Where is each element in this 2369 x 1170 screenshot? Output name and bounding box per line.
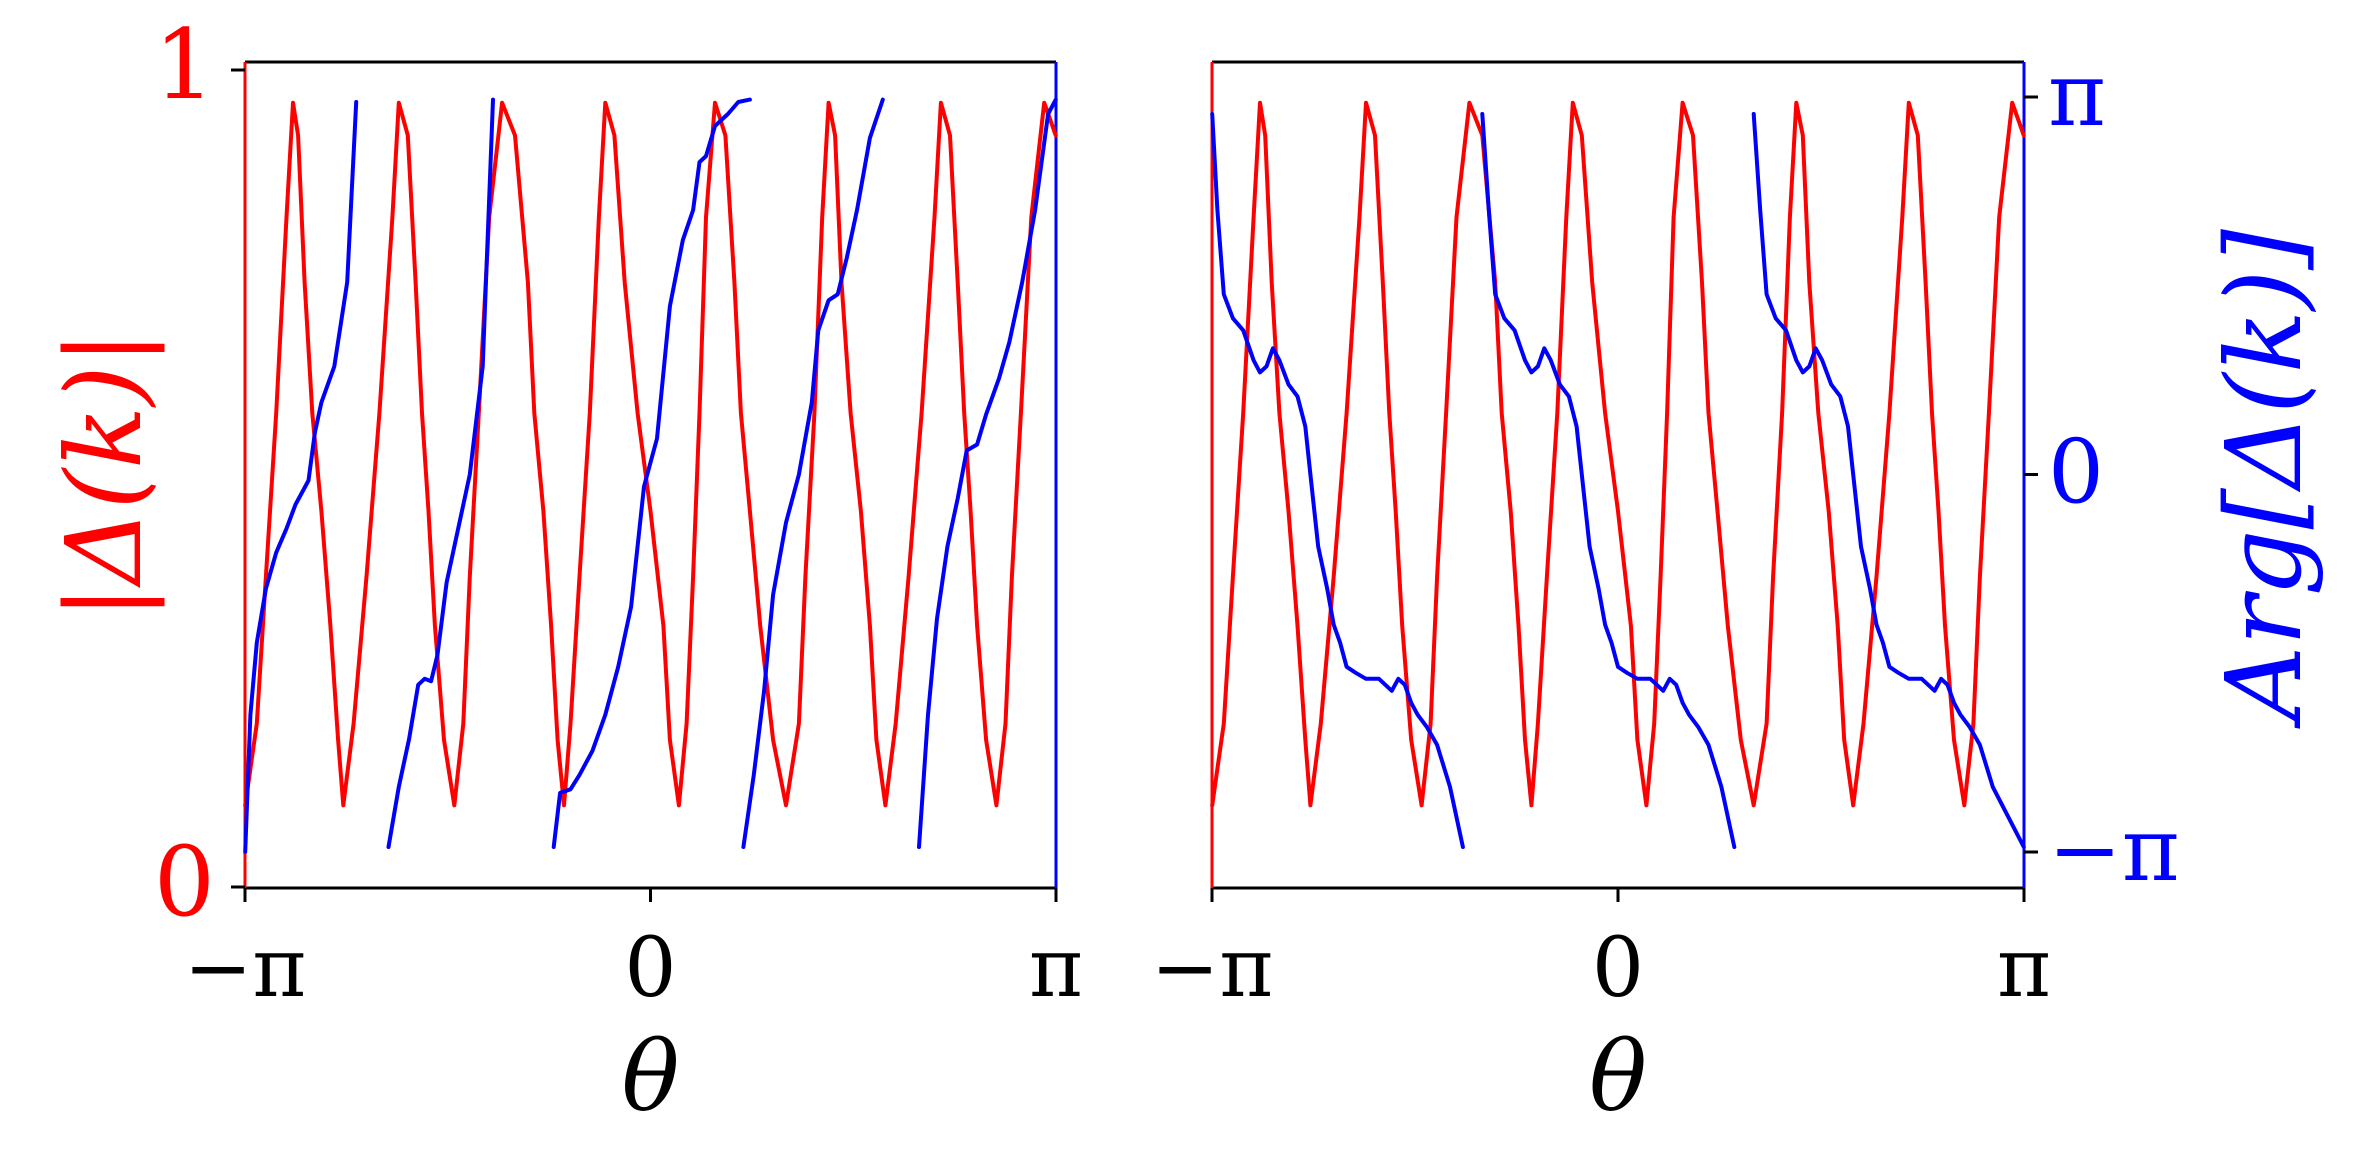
phase-line-segment bbox=[1480, 112, 1737, 849]
y-right-axis-label: Arg[Δ(k)] bbox=[2203, 229, 2325, 729]
x-tick-label: −π bbox=[184, 921, 307, 1016]
magnitude-line bbox=[1210, 100, 2026, 808]
x-tick-label: 0 bbox=[624, 921, 676, 1016]
phase-line-segment bbox=[917, 97, 1058, 849]
x-axis-label: θ bbox=[622, 1021, 680, 1133]
y-left-axis-label: |Δ(k)| bbox=[43, 330, 165, 619]
phase-line-segment bbox=[741, 97, 885, 849]
y-left-tick-label: 0 bbox=[154, 826, 215, 938]
right-panel: −π 0 π θ −π 0 π Arg[Δ(k)] bbox=[1151, 43, 2325, 1133]
phase-line-segment bbox=[386, 97, 495, 849]
x-tick-label: π bbox=[1997, 921, 2051, 1016]
phase-line-segment bbox=[1751, 112, 2026, 849]
x-tick-label: −π bbox=[1151, 921, 1274, 1016]
x-tick-label: 0 bbox=[1592, 921, 1644, 1016]
phase-line-segment bbox=[1210, 112, 1465, 849]
y-right-tick-label: 0 bbox=[2048, 421, 2104, 524]
phase-line-segment bbox=[551, 97, 752, 849]
x-tick-label: π bbox=[1029, 921, 1083, 1016]
x-axis-label: θ bbox=[1589, 1021, 1647, 1133]
y-right-tick-label: π bbox=[2048, 43, 2106, 146]
phase-line-segment bbox=[243, 100, 359, 854]
y-left-tick-label: 1 bbox=[154, 9, 215, 121]
magnitude-line bbox=[243, 100, 1058, 808]
y-right-tick-label: −π bbox=[2048, 798, 2180, 901]
